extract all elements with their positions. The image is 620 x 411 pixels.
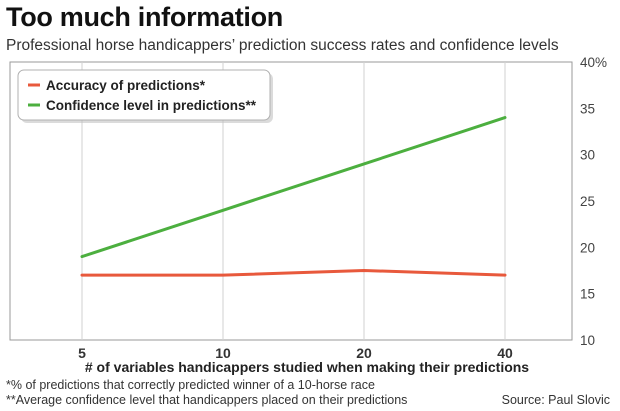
series-1-point-3 <box>504 116 507 119</box>
series-1-point-0 <box>81 255 84 258</box>
y-tick-label-2: 20 <box>580 240 595 255</box>
series-0-point-3 <box>504 274 507 277</box>
y-tick-label-0: 10 <box>580 333 595 348</box>
series-0-point-0 <box>81 274 84 277</box>
x-tick-label-1: 10 <box>215 345 231 361</box>
series-0-point-2 <box>363 269 366 272</box>
series-1-point-1 <box>222 209 225 212</box>
x-axis-label: # of variables handicappers studied when… <box>85 359 529 375</box>
series-line-0 <box>80 269 507 277</box>
x-tick-label-3: 40 <box>497 345 513 361</box>
series-0-point-1 <box>222 274 225 277</box>
legend-label-0: Accuracy of predictions* <box>46 78 206 93</box>
series-1-point-2 <box>363 162 366 165</box>
y-tick-label-3: 25 <box>580 194 595 209</box>
series-line-1 <box>80 116 507 259</box>
y-tick-label-6: 40% <box>580 55 607 70</box>
x-tick-label-0: 5 <box>78 345 86 361</box>
x-tick-label-2: 20 <box>356 345 372 361</box>
chart-subtitle: Professional horse handicappers’ predict… <box>6 37 559 54</box>
y-tick-label-4: 30 <box>580 148 595 163</box>
source-note: Source: Paul Slovic <box>501 393 610 407</box>
legend-box <box>17 69 271 121</box>
plot-frame <box>9 61 573 341</box>
legend-label-1: Confidence level in predictions** <box>46 98 257 113</box>
chart-title: Too much information <box>6 2 283 32</box>
y-tick-label-1: 15 <box>580 287 595 302</box>
y-tick-label-5: 35 <box>580 101 595 116</box>
footnote-confidence: **Average confidence level that handicap… <box>6 393 408 407</box>
footnote-accuracy: *% of predictions that correctly predict… <box>6 378 375 392</box>
